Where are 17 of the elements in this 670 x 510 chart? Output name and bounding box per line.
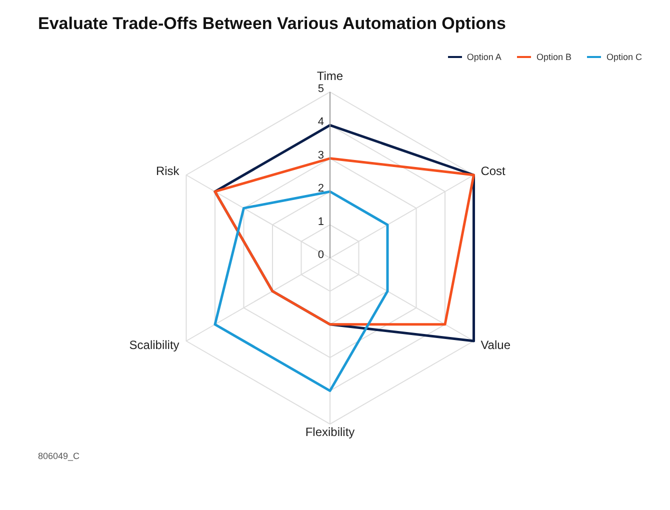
y-tick-label: 3	[318, 149, 324, 162]
spoke-label: Value	[480, 338, 511, 352]
y-tick-label: 5	[318, 83, 324, 95]
text: 806049_C	[38, 450, 80, 463]
legend-label: Option C	[606, 52, 642, 62]
spoke-label: Cost	[480, 164, 506, 178]
spoke-label: Risk	[156, 164, 180, 178]
spoke-label: Scalibility	[129, 338, 180, 352]
chart-title: Evaluate Trade-Offs Between Various Automation Options	[38, 14, 506, 34]
legend-label: Option A	[466, 52, 502, 62]
y-tick-label: 4	[318, 116, 324, 128]
spoke-label: Flexibility	[305, 425, 355, 439]
y-tick-label: 0	[318, 249, 324, 261]
legend-label: Option B	[536, 52, 572, 62]
y-tick-label: 1	[318, 216, 324, 228]
spoke-label: Time	[316, 69, 344, 83]
y-tick-label: 2	[318, 182, 324, 195]
